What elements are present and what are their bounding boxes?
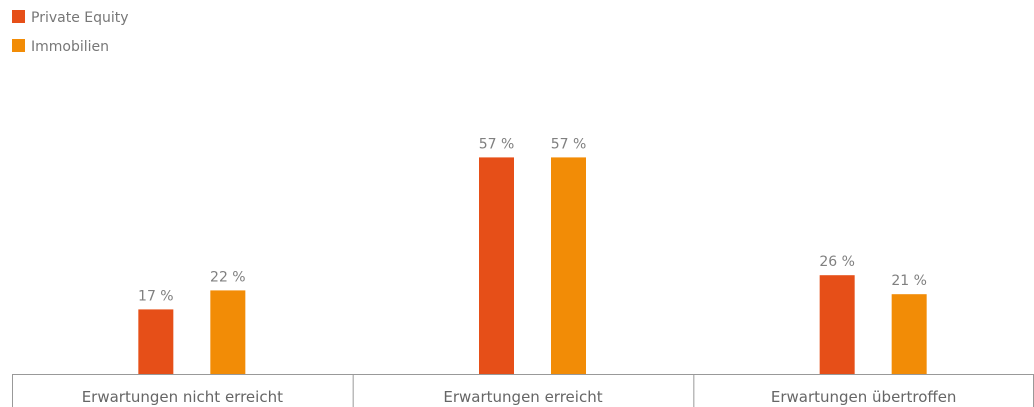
- bar-1-2: [891, 294, 927, 374]
- bar-0-2: [819, 275, 855, 374]
- x-axis: Erwartungen nicht erreicht Erwartungen er…: [12, 374, 1034, 407]
- category-label-0: Erwartungen nicht erreicht: [82, 388, 283, 406]
- bar-1-0: [210, 290, 246, 374]
- legend: Private Equity Immobilien: [12, 10, 129, 55]
- legend-swatch-1: [12, 39, 25, 52]
- data-label-1-1: 57 %: [551, 136, 587, 152]
- legend-swatch-0: [12, 10, 25, 23]
- data-label-1-2: 21 %: [891, 273, 927, 289]
- data-label-1-0: 22 %: [210, 269, 246, 285]
- bar-0-1: [479, 157, 514, 374]
- category-label-1: Erwartungen erreicht: [443, 388, 602, 406]
- legend-label-1: Immobilien: [31, 39, 109, 55]
- bars: 17 % 22 % 57 % 57 % 26 % 21 %: [138, 136, 927, 374]
- legend-label-0: Private Equity: [31, 10, 129, 26]
- data-label-0-0: 17 %: [138, 288, 174, 304]
- category-label-2: Erwartungen übertroffen: [771, 388, 957, 406]
- data-label-0-1: 57 %: [479, 136, 515, 152]
- bar-1-1: [551, 157, 586, 374]
- data-label-0-2: 26 %: [819, 254, 855, 270]
- bar-0-0: [138, 309, 174, 374]
